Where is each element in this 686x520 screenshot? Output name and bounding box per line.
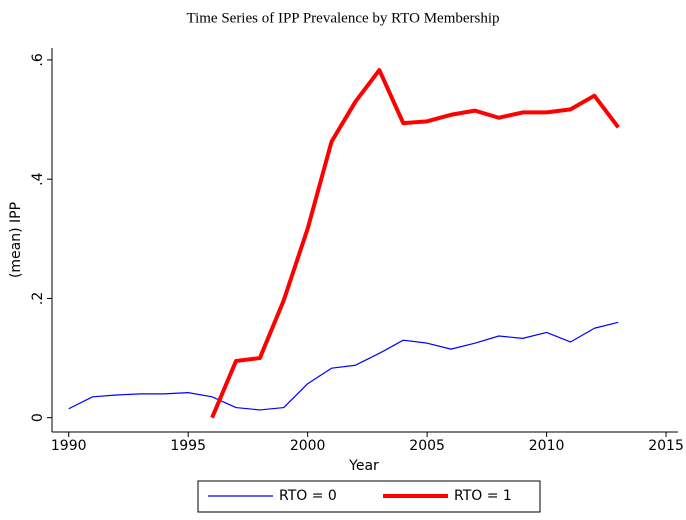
x-tick-label: 2005 [409, 438, 445, 454]
x-tick-label: 2000 [290, 438, 326, 454]
data-line [68, 321, 619, 411]
x-tick-label: 2015 [648, 438, 684, 454]
y-tick-label: 0 [30, 413, 46, 422]
y-tick-label: .6 [30, 53, 46, 66]
y-tick-label: .4 [30, 172, 46, 185]
chart-title: Time Series of IPP Prevalence by RTO Mem… [186, 10, 499, 26]
y-tick-label: .2 [30, 292, 46, 305]
legend-label: RTO = 1 [454, 488, 512, 504]
x-tick-label: 1990 [51, 438, 87, 454]
x-tick-label: 1995 [170, 438, 206, 454]
y-axis-label: (mean) IPP [8, 202, 24, 278]
legend-label: RTO = 0 [279, 488, 337, 504]
x-tick-label: 2010 [529, 438, 565, 454]
data-line [210, 68, 620, 419]
x-axis-label: Year [348, 458, 379, 474]
